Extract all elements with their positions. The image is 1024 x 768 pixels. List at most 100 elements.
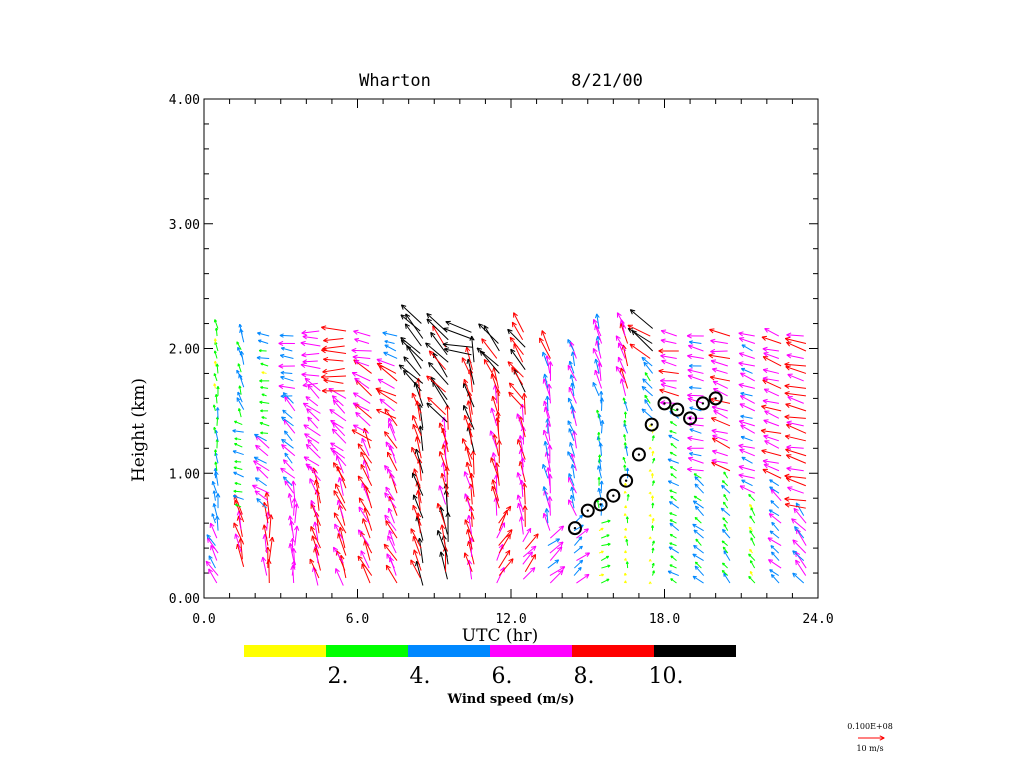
wind-vector [651, 562, 655, 569]
wind-vector [722, 501, 729, 509]
wind-vector [740, 391, 753, 397]
wind-vector [748, 553, 756, 561]
wind-vector [670, 442, 677, 449]
wind-vector [623, 411, 627, 419]
wind-vector [750, 537, 756, 546]
wind-vector [253, 460, 270, 472]
wind-vector [328, 387, 347, 399]
wind-vector [749, 515, 756, 524]
wind-vector [721, 569, 729, 576]
wind-vector [648, 469, 652, 473]
wind-vector [785, 477, 807, 487]
wind-vector [669, 522, 680, 532]
wind-vector [763, 434, 779, 442]
wind-vector [400, 304, 422, 324]
wind-vector [301, 330, 320, 336]
wind-vector [375, 387, 397, 397]
wind-vector [660, 338, 677, 344]
wind-vector [576, 528, 589, 539]
wind-vector [549, 546, 563, 561]
wind-vector [771, 551, 780, 561]
wind-vector [322, 345, 345, 351]
wind-vector [524, 533, 539, 550]
wind-vector [669, 489, 677, 494]
wind-vector [771, 521, 780, 531]
wind-vector [761, 449, 782, 457]
wind-vector [660, 353, 677, 359]
wind-vector [547, 559, 560, 569]
wind-vector [567, 420, 575, 434]
wind-vector [723, 550, 731, 561]
wind-vector [786, 353, 804, 359]
wind-vector [549, 566, 566, 576]
wind-vector [300, 362, 321, 369]
wind-vector [463, 552, 473, 572]
wind-vector [762, 458, 779, 464]
wind-vector [543, 490, 551, 509]
wind-vector [307, 439, 319, 452]
wind-vector [660, 382, 677, 389]
wind-vector [384, 465, 395, 479]
colorbar: 2. 4. 6. 8. 10. [244, 645, 736, 689]
wind-vector [750, 507, 756, 516]
wind-vector [740, 372, 755, 382]
boundary-layer-marker [695, 396, 710, 411]
wind-vector [710, 417, 731, 427]
wind-vector [623, 580, 627, 584]
wind-vector [238, 385, 242, 395]
wind-vector [463, 378, 472, 400]
wind-vector [360, 550, 370, 569]
wind-vector [621, 344, 629, 367]
wind-vector [280, 375, 294, 382]
wind-vector [793, 507, 807, 524]
wind-vector [693, 529, 704, 539]
wind-vector [496, 567, 505, 584]
wind-vector [741, 344, 753, 352]
wind-vector [214, 461, 218, 471]
wind-vector [415, 400, 421, 421]
wind-vector [211, 480, 218, 494]
wind-vector [712, 449, 728, 457]
wind-vector [445, 320, 472, 333]
wind-vector [483, 358, 498, 382]
wind-vector [711, 405, 728, 412]
wind-vector [760, 428, 782, 434]
plot-frame [203, 98, 819, 599]
wind-vector [352, 424, 370, 434]
wind-vector [510, 348, 526, 370]
wind-vector [237, 408, 242, 418]
wind-vector [570, 486, 575, 501]
y-tick-label: 1.00 [169, 467, 200, 482]
wind-vector [284, 480, 294, 494]
wind-vector [334, 523, 344, 541]
wind-vector [623, 419, 627, 426]
wind-vector [282, 409, 293, 419]
wind-vector [251, 484, 270, 494]
wind-vector [464, 493, 473, 513]
wind-vector [490, 457, 500, 479]
wind-vector [658, 348, 679, 354]
wind-vector [205, 560, 219, 576]
wind-vector [208, 568, 218, 584]
wind-vector [541, 330, 551, 352]
wind-vector [233, 471, 244, 478]
wind-vector [545, 395, 550, 411]
wind-vector [412, 423, 421, 444]
wind-vector [216, 386, 220, 396]
wind-vector [256, 355, 270, 360]
wind-vector [215, 407, 220, 419]
wind-vector [650, 525, 655, 531]
wind-vector [687, 344, 704, 352]
wind-vector [795, 502, 805, 516]
wind-vector [357, 555, 373, 576]
wind-vector [670, 473, 677, 479]
wind-vector [668, 546, 680, 554]
wind-vector [288, 542, 295, 561]
wind-vector [748, 493, 756, 502]
wind-vector [464, 519, 475, 543]
wind-vector [293, 525, 300, 546]
wind-vector [721, 484, 731, 494]
wind-vector [354, 337, 370, 344]
wind-vector [496, 522, 506, 539]
wind-vector [761, 335, 782, 344]
